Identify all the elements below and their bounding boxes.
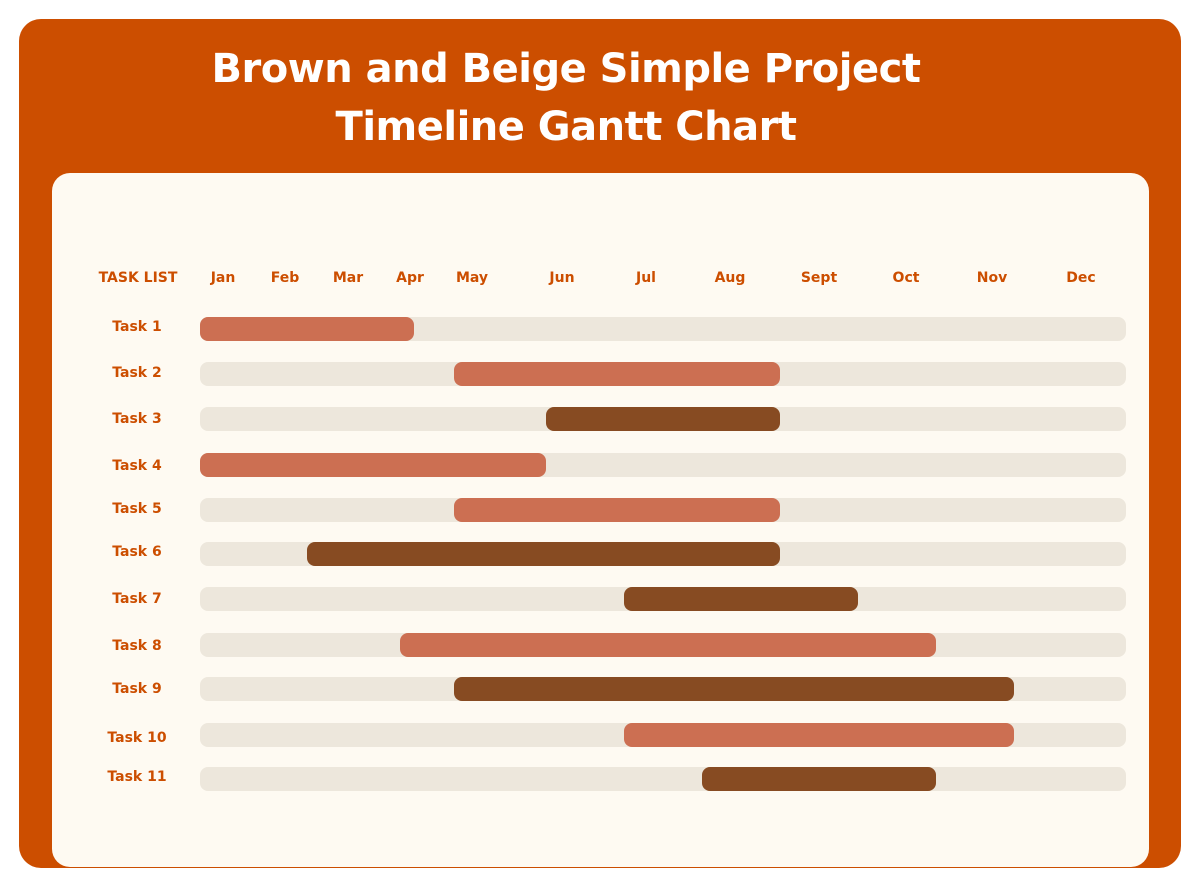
bar-task-4 [200,453,546,477]
month-label-jan: Jan [210,270,236,286]
bar-task-9 [454,677,1014,701]
chart-title-line-2: Timeline Gantt Chart [335,104,797,150]
month-label-may: May [455,270,489,286]
month-label-oct: Oct [892,270,920,286]
task-label-task-3: Task 3 [112,411,162,427]
chart-title-line-1: Brown and Beige Simple Project [211,46,921,92]
bar-task-2 [454,362,780,386]
month-label-jun: Jun [549,270,575,286]
task-label-task-10: Task 10 [107,730,167,746]
task-label-task-11: Task 11 [107,769,167,785]
bar-task-10 [624,723,1014,747]
month-label-nov: Nov [976,270,1008,286]
task-label-task-8: Task 8 [112,638,162,654]
bar-task-5 [454,498,780,522]
bar-task-11 [702,767,936,791]
bar-task-1 [200,317,414,341]
chart-title: Brown and Beige Simple Project Timeline … [19,40,1113,156]
track-task-11 [200,767,1126,791]
month-label-jul: Jul [636,270,656,286]
month-label-aug: Aug [714,270,746,286]
task-label-task-1: Task 1 [112,319,162,335]
bar-task-8 [400,633,936,657]
month-label-feb: Feb [270,270,300,286]
month-label-dec: Dec [1066,270,1096,286]
task-label-task-7: Task 7 [112,591,162,607]
bar-task-7 [624,587,858,611]
month-label-sept: Sept [800,270,838,286]
month-label-mar: Mar [332,270,364,286]
task-label-task-2: Task 2 [112,365,162,381]
bar-task-3 [546,407,780,431]
task-label-task-4: Task 4 [112,458,162,474]
bar-task-6 [307,542,780,566]
month-label-apr: Apr [396,270,424,286]
task-list-header: TASK LIST [98,270,178,286]
task-label-task-9: Task 9 [112,681,162,697]
task-label-task-5: Task 5 [112,501,162,517]
task-label-task-6: Task 6 [112,544,162,560]
